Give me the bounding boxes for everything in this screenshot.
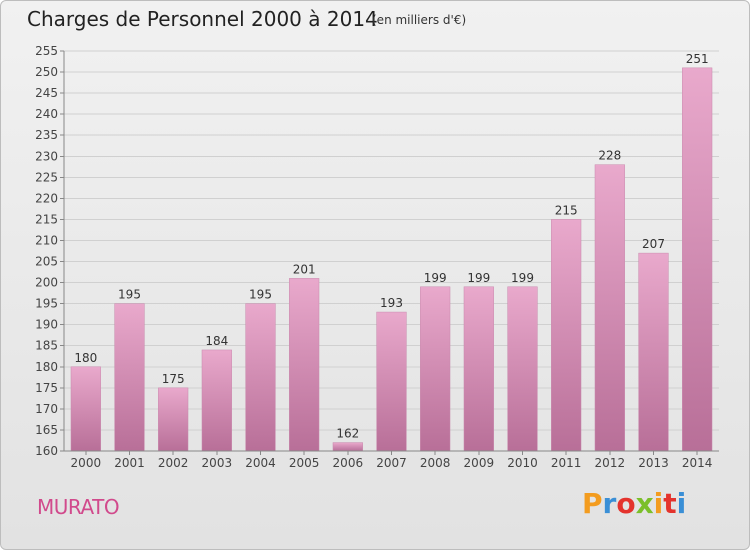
bar bbox=[201, 349, 232, 452]
bar-value-label: 162 bbox=[336, 427, 359, 441]
bar bbox=[682, 67, 713, 452]
x-tick-label: 2005 bbox=[289, 456, 320, 470]
x-tick-label: 2006 bbox=[333, 456, 364, 470]
bar bbox=[114, 303, 145, 452]
y-tick-label: 170 bbox=[35, 402, 58, 416]
y-tick-label: 255 bbox=[35, 44, 58, 58]
commune-name: MURATO bbox=[37, 495, 120, 519]
x-tick-label: 2004 bbox=[245, 456, 276, 470]
logo-letter: t bbox=[663, 487, 677, 520]
bar-value-label: 195 bbox=[249, 288, 272, 302]
y-tick-label: 185 bbox=[35, 339, 58, 353]
bar-value-label: 228 bbox=[598, 149, 621, 163]
bar-value-label: 251 bbox=[686, 52, 709, 66]
bar-value-label: 199 bbox=[511, 271, 534, 285]
bar-value-label: 180 bbox=[74, 351, 97, 365]
y-tick-label: 235 bbox=[35, 128, 58, 142]
x-tick-label: 2002 bbox=[158, 456, 189, 470]
y-tick-label: 215 bbox=[35, 212, 58, 226]
y-tick-label: 160 bbox=[35, 444, 58, 458]
x-tick-label: 2010 bbox=[507, 456, 538, 470]
y-tick-label: 195 bbox=[35, 297, 58, 311]
bar bbox=[638, 252, 669, 452]
y-tick-label: 230 bbox=[35, 149, 58, 163]
bar-value-label: 193 bbox=[380, 296, 403, 310]
proxiti-logo: Proxiti bbox=[582, 487, 686, 520]
bar-value-label: 199 bbox=[467, 271, 490, 285]
bar-value-label: 215 bbox=[555, 203, 578, 217]
bars: 180 195 175 184 195 201 162 193 199 199 199 215 228 2… bbox=[70, 52, 713, 452]
y-tick-label: 165 bbox=[35, 423, 58, 437]
bar-value-label: 199 bbox=[424, 271, 447, 285]
bar bbox=[332, 442, 363, 452]
x-tick-label: 2003 bbox=[202, 456, 233, 470]
bar bbox=[463, 286, 494, 452]
logo-letter: i bbox=[676, 487, 687, 520]
bar-value-label: 175 bbox=[162, 372, 185, 386]
x-tick-label: 2011 bbox=[551, 456, 582, 470]
logo-letter: r bbox=[602, 487, 617, 520]
y-tick-label: 175 bbox=[35, 381, 58, 395]
bar bbox=[507, 286, 538, 452]
logo-letter: o bbox=[616, 487, 636, 520]
x-tick-label: 2000 bbox=[71, 456, 102, 470]
axes: 160 165 170 175 180 185 190 195 200 205 210 215 220 2… bbox=[35, 44, 719, 470]
logo-letter: i bbox=[653, 487, 664, 520]
chart-subtitle: (en milliers d'€) bbox=[372, 13, 467, 27]
logo-letter: x bbox=[635, 487, 654, 520]
x-tick-label: 2013 bbox=[638, 456, 669, 470]
y-tick-label: 220 bbox=[35, 191, 58, 205]
x-tick-label: 2009 bbox=[464, 456, 495, 470]
y-tick-label: 180 bbox=[35, 360, 58, 374]
x-tick-label: 2014 bbox=[682, 456, 713, 470]
x-tick-label: 2001 bbox=[114, 456, 145, 470]
logo-letter: P bbox=[582, 487, 603, 520]
x-tick-label: 2012 bbox=[595, 456, 626, 470]
y-tick-label: 200 bbox=[35, 276, 58, 290]
y-tick-label: 210 bbox=[35, 233, 58, 247]
bar bbox=[594, 164, 625, 452]
chart-title: Charges de Personnel 2000 à 2014 bbox=[27, 7, 378, 31]
bar bbox=[551, 219, 582, 452]
y-tick-label: 240 bbox=[35, 107, 58, 121]
bar bbox=[158, 387, 189, 452]
bar-value-label: 195 bbox=[118, 288, 141, 302]
bar bbox=[245, 303, 276, 452]
bar-value-label: 207 bbox=[642, 237, 665, 251]
y-tick-label: 225 bbox=[35, 170, 58, 184]
bar bbox=[376, 311, 407, 452]
y-tick-label: 190 bbox=[35, 318, 58, 332]
y-tick-label: 250 bbox=[35, 65, 58, 79]
bar bbox=[289, 278, 320, 452]
bar bbox=[70, 366, 101, 452]
y-tick-label: 245 bbox=[35, 86, 58, 100]
bar-value-label: 184 bbox=[205, 334, 228, 348]
x-tick-label: 2007 bbox=[376, 456, 407, 470]
y-tick-label: 205 bbox=[35, 255, 58, 269]
x-tick-label: 2008 bbox=[420, 456, 451, 470]
bar bbox=[420, 286, 451, 452]
bar-value-label: 201 bbox=[293, 262, 316, 276]
